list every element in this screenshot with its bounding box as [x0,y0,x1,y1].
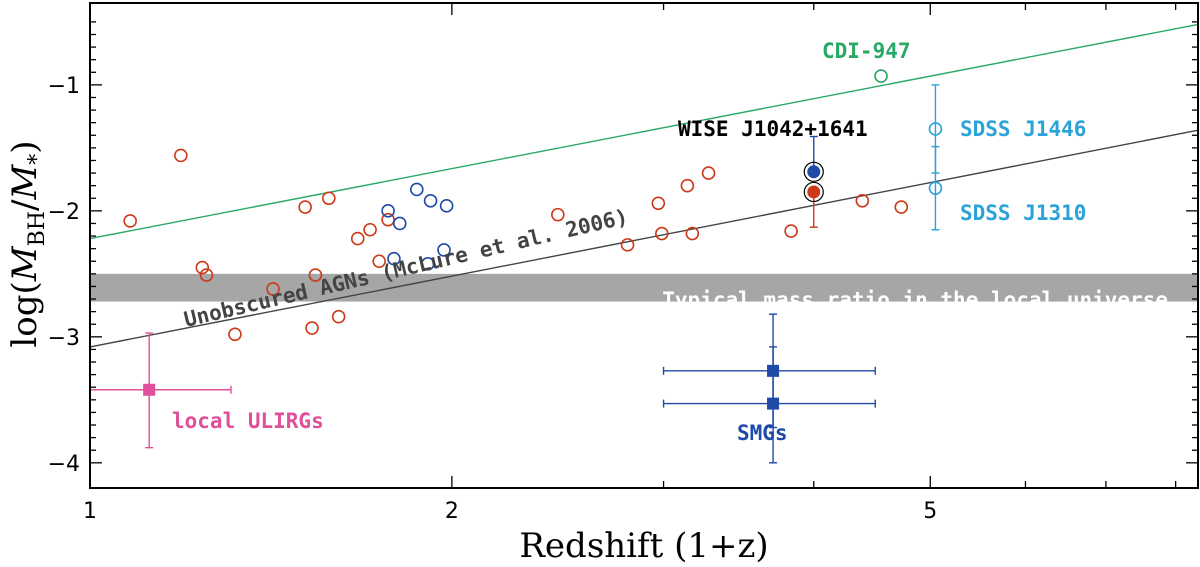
red-open-point-16 [620,238,635,252]
wise-point-1 [807,185,821,199]
smg-point-1 [767,397,780,410]
wise-label: WISE J1042+1641 [678,117,868,141]
red-open-point-3 [199,268,214,282]
plot-frame [89,2,1199,489]
sdss-j1446-label: SDSS J1446 [960,117,1086,141]
y-axis-title: log(MBH/M*) [5,140,50,347]
sdss-point-1 [928,181,943,195]
smg-point-0 [767,364,780,377]
red-open-point-17 [651,196,666,211]
wise-point-0-ring [803,161,824,182]
red-open-point-0 [123,214,137,228]
blue-open-point-2 [392,216,407,231]
red-open-point-15 [551,207,565,222]
red-open-point-24 [894,200,909,214]
wise-point-0 [807,165,821,179]
red-open-point-21 [701,166,716,180]
x-tick-label: 2 [445,499,459,524]
red-open-point-10 [331,309,346,324]
y-tick-label: −2 [48,200,80,225]
red-open-point-19 [680,178,695,193]
line-layer [89,23,1199,348]
y-tick-label: −1 [48,74,80,99]
mclure-relation-line [89,129,1199,348]
ulirg-point-0 [143,383,156,396]
blue-open-point-7 [439,199,454,213]
red-open-point-22 [784,224,798,238]
red-open-point-2 [195,260,210,275]
wise-point-1-ring [803,181,824,203]
blue-open-point-6 [437,243,451,257]
blue-open-point-5 [423,193,438,208]
red-open-point-12 [363,222,377,237]
red-open-point-7 [305,321,319,335]
band-label: Typical mass ratio in the local universe [662,288,1168,312]
y-tick-label: −3 [48,326,80,351]
red-open-point-20 [685,226,700,241]
red-open-point-11 [350,231,365,246]
red-open-point-13 [372,254,386,269]
blue-open-point-4 [421,256,435,271]
red-open-point-6 [298,200,312,214]
blue-open-point-1 [387,251,401,266]
red-open-point-18 [655,226,669,241]
red-open-point-1 [174,148,188,163]
sdss-j1310-label: SDSS J1310 [960,201,1086,225]
red-open-point-4 [228,327,242,342]
blue-open-point-0 [381,204,395,218]
smg-label: SMGs [737,421,788,445]
x-tick-label: 5 [923,499,937,524]
sdss-point-0 [928,122,943,136]
label-layer: Typical mass ratio in the local universe… [5,39,1168,566]
red-open-point-8 [308,268,323,282]
blue-open-point-3 [409,182,424,197]
x-tick-label: 1 [83,499,97,524]
point-layer [123,69,943,410]
x-axis-title: Redshift (1+z) [519,526,768,566]
cdi-relation-line [89,23,1199,240]
red-open-point-14 [381,212,395,227]
red-open-point-9 [322,191,336,206]
y-tick-label: −4 [48,452,80,477]
red-open-point-5 [266,282,280,296]
cdi947-label: CDI-947 [822,39,911,63]
ulirg-label: local ULIRGs [172,409,324,433]
cdi947-point-0 [874,69,888,83]
local-mass-ratio-band [90,273,1198,302]
red-open-point-23 [855,193,870,208]
frame-layer: −1 −2 −3 −41 2 5 [48,2,1199,524]
band-layer [90,273,1198,302]
